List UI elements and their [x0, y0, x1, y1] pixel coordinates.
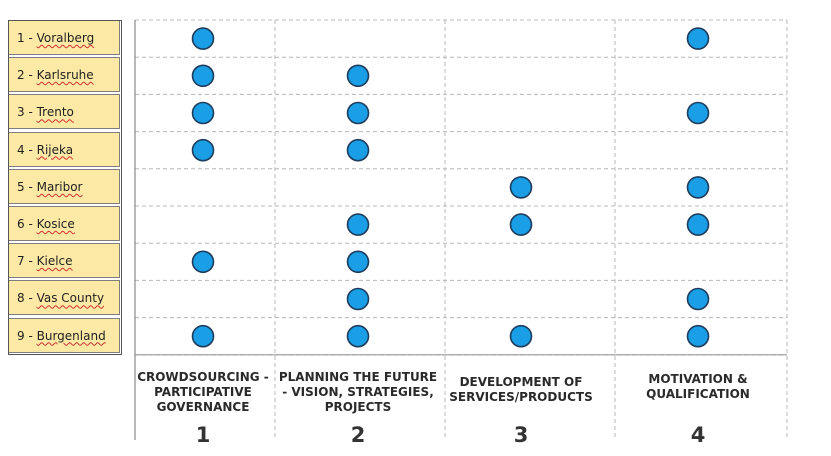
region-row: 5 - Maribor [8, 168, 120, 204]
column-number: 1 [195, 423, 211, 447]
region-number: 7 [17, 254, 25, 269]
region-row: 1 - Voralberg [8, 20, 120, 55]
participation-dot [191, 324, 215, 348]
region-number: 4 [17, 142, 25, 157]
column-label: MOTIVATION & QUALIFICATION [613, 372, 783, 402]
column-label: CROWDSOURCING - PARTICIPATIVE GOVERNANCE [118, 370, 288, 415]
region-number: 8 [17, 291, 25, 306]
column-label-line: - VISION, STRATEGIES, [282, 385, 434, 399]
region-separator: - [24, 179, 37, 194]
region-separator: - [24, 68, 37, 83]
participation-dot [346, 250, 370, 274]
region-row: 7 - Kielce [8, 243, 120, 279]
region-name: Kosice [36, 217, 75, 231]
region-name: Vas County [36, 291, 105, 306]
region-name: Trento [36, 105, 74, 120]
region-number: 1 [17, 31, 25, 45]
region-row: 4 - Rijeka [8, 131, 120, 167]
region-name: Kielce [36, 254, 73, 269]
region-separator: - [24, 254, 37, 269]
participation-dot [346, 64, 370, 88]
column-number: 2 [350, 423, 366, 447]
region-name: Rijeka [36, 142, 74, 157]
region-separator: - [24, 217, 37, 231]
region-number: 6 [17, 217, 25, 231]
column-label-line: PARTICIPATIVE [154, 385, 252, 399]
participation-dot [509, 324, 533, 348]
participation-dot [346, 138, 370, 162]
region-number: 5 [17, 179, 25, 194]
participation-dot [509, 213, 533, 236]
region-row: 8 - Vas County [8, 280, 120, 316]
column-label: PLANNING THE FUTURE - VISION, STRATEGIES,… [273, 370, 443, 415]
region-row: 2 - Karlsruhe [8, 57, 120, 93]
column-label-line: MOTIVATION & [648, 372, 748, 386]
column-number: 4 [690, 423, 706, 447]
participation-dot [686, 213, 710, 236]
region-separator: - [24, 31, 37, 45]
participation-dot [509, 176, 533, 199]
participation-dot [346, 213, 370, 236]
region-name: Burgenland [36, 328, 106, 343]
participation-dot [191, 64, 215, 88]
column-label-line: CROWDSOURCING - [137, 370, 269, 384]
participation-dot [191, 138, 215, 162]
region-name: Voralberg [36, 31, 95, 45]
participation-dot [191, 27, 215, 50]
region-number: 9 [17, 328, 25, 343]
column-label-line: PLANNING THE FUTURE [278, 370, 438, 384]
column-label-line: QUALIFICATION [646, 387, 750, 401]
participation-dot [686, 324, 710, 348]
region-row: 3 - Trento [8, 94, 120, 130]
participation-dot [686, 287, 710, 311]
column-label-line: GOVERNANCE [156, 400, 250, 414]
region-separator: - [24, 142, 37, 157]
participation-dot [191, 250, 215, 274]
region-row: 9 - Burgenland [8, 317, 120, 353]
column-number: 3 [513, 423, 529, 447]
participation-dot [686, 27, 710, 50]
region-separator: - [24, 291, 37, 306]
participation-dot [686, 101, 710, 125]
region-row: 6 - Kosice [8, 206, 120, 241]
column-label-line: SERVICES/PRODUCTS [449, 390, 593, 404]
participation-dot [346, 101, 370, 125]
region-separator: - [24, 105, 37, 120]
region-number: 3 [17, 105, 25, 120]
column-label-line: DEVELOPMENT OF [459, 375, 583, 389]
participation-dot [346, 287, 370, 311]
column-label: DEVELOPMENT OF SERVICES/PRODUCTS [436, 375, 606, 405]
region-name: Maribor [36, 179, 83, 194]
region-name: Karlsruhe [36, 68, 94, 83]
column-label-line: PROJECTS [324, 400, 392, 414]
participation-dot [191, 101, 215, 125]
region-separator: - [24, 328, 37, 343]
participation-dot [346, 324, 370, 348]
participation-dot [686, 176, 710, 199]
region-number: 2 [17, 68, 25, 83]
